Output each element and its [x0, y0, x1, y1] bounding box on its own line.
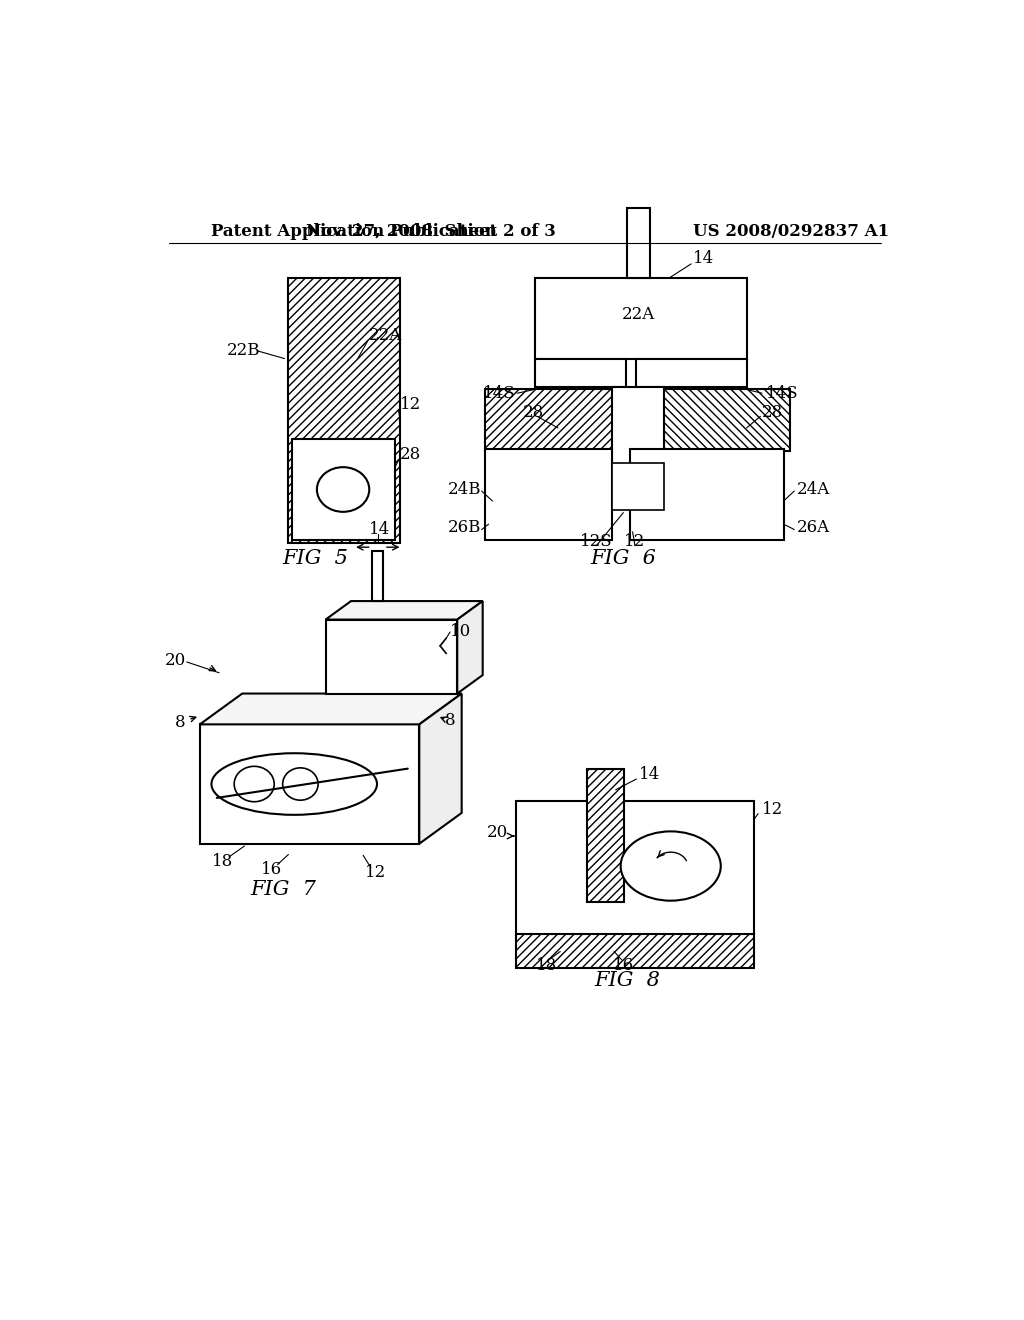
Ellipse shape	[316, 467, 370, 512]
Text: 24A: 24A	[797, 480, 829, 498]
Polygon shape	[419, 693, 462, 843]
Text: 22A: 22A	[370, 327, 402, 345]
Text: FIG  8: FIG 8	[594, 972, 660, 990]
Bar	[484, 449, 611, 540]
Bar	[535, 277, 746, 359]
Text: 22A: 22A	[623, 306, 655, 323]
Bar	[637, 359, 746, 387]
Bar	[289, 277, 400, 544]
Text: 22B: 22B	[227, 342, 260, 359]
Bar	[611, 387, 665, 487]
Ellipse shape	[211, 754, 377, 814]
Bar	[200, 725, 419, 843]
Bar	[373, 550, 383, 601]
Text: 12S: 12S	[581, 532, 612, 549]
Text: 12: 12	[762, 800, 783, 817]
Text: 8: 8	[444, 711, 456, 729]
Text: 14: 14	[639, 766, 660, 783]
Text: 18: 18	[536, 957, 557, 974]
Text: 28: 28	[762, 404, 783, 421]
Text: 10: 10	[451, 623, 471, 640]
Text: 12: 12	[625, 532, 645, 549]
Text: 20: 20	[165, 652, 186, 669]
Text: 18: 18	[212, 853, 233, 870]
Text: 26A: 26A	[797, 520, 829, 536]
Text: 26B: 26B	[447, 520, 481, 536]
Bar	[622, 480, 654, 503]
Ellipse shape	[283, 768, 318, 800]
Bar	[326, 619, 458, 693]
Bar	[587, 770, 625, 903]
Text: FIG  5: FIG 5	[283, 549, 348, 569]
Bar	[535, 359, 626, 387]
Text: 16: 16	[261, 861, 282, 878]
Text: FIG  6: FIG 6	[591, 549, 656, 569]
Text: 8: 8	[175, 714, 186, 731]
Text: FIG  7: FIG 7	[250, 880, 316, 899]
Bar	[292, 440, 394, 540]
Text: 12: 12	[365, 865, 386, 882]
Text: 14: 14	[369, 521, 390, 539]
Polygon shape	[326, 601, 482, 619]
Text: 16: 16	[612, 957, 634, 974]
Bar	[515, 801, 755, 936]
Bar	[611, 462, 665, 511]
Polygon shape	[200, 693, 462, 725]
Ellipse shape	[621, 832, 721, 900]
Text: 14: 14	[692, 249, 714, 267]
Text: 28: 28	[523, 404, 545, 421]
Text: 14S: 14S	[483, 384, 515, 401]
Polygon shape	[458, 601, 482, 693]
Bar	[515, 933, 755, 969]
Text: 14S: 14S	[766, 384, 799, 401]
Ellipse shape	[234, 767, 274, 801]
Bar	[645, 389, 790, 451]
Bar	[630, 449, 783, 540]
Text: Patent Application Publication: Patent Application Publication	[211, 223, 498, 240]
Text: 28: 28	[400, 446, 421, 463]
Text: US 2008/0292837 A1: US 2008/0292837 A1	[692, 223, 889, 240]
Text: 20: 20	[486, 824, 508, 841]
Text: Nov. 27, 2008  Sheet 2 of 3: Nov. 27, 2008 Sheet 2 of 3	[306, 223, 556, 240]
Text: 12: 12	[400, 396, 421, 413]
Bar	[484, 389, 630, 451]
Bar	[628, 209, 650, 277]
Text: 24B: 24B	[447, 480, 481, 498]
